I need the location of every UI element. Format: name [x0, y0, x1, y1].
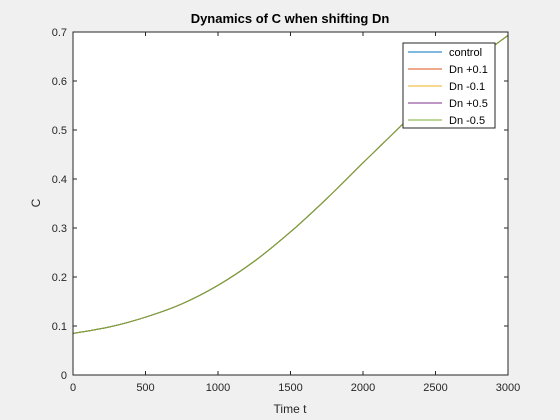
- legend-label: Dn +0.1: [449, 64, 488, 76]
- x-tick-label: 2000: [351, 382, 375, 394]
- x-axis-label: Time t: [274, 402, 308, 416]
- y-tick-label: 0.1: [52, 321, 67, 333]
- x-tick-label: 3000: [496, 382, 520, 394]
- x-tick-label: 500: [136, 382, 154, 394]
- y-tick-label: 0.2: [52, 272, 67, 284]
- y-tick-label: 0: [61, 370, 67, 382]
- y-tick-label: 0.3: [52, 223, 67, 235]
- y-tick-label: 0.6: [52, 76, 67, 88]
- x-tick-label: 1500: [278, 382, 302, 394]
- y-axis-label: C: [29, 198, 43, 207]
- chart-title: Dynamics of C when shifting Dn: [191, 11, 390, 26]
- y-tick-label: 0.4: [52, 174, 67, 186]
- ticks: 0 500 1000 1500 2000 2500 3000 0 0.1 0.2 0.3 0.4 0.5…: [52, 27, 521, 394]
- x-tick-label: 1000: [206, 382, 230, 394]
- x-tick-label: 2500: [423, 382, 447, 394]
- y-tick-label: 0.7: [52, 27, 67, 39]
- legend-label: Dn -0.1: [449, 81, 485, 93]
- y-tick-label: 0.5: [52, 125, 67, 137]
- legend-label: Dn -0.5: [449, 115, 485, 127]
- x-tick-label: 0: [70, 382, 76, 394]
- legend-label: Dn +0.5: [449, 98, 488, 110]
- legend-label: control: [449, 47, 482, 59]
- legend-items: control Dn +0.1 Dn -0.1 Dn +0.5 Dn -0.5: [408, 47, 488, 127]
- legend[interactable]: control Dn +0.1 Dn -0.1 Dn +0.5 Dn -0.5: [402, 42, 496, 129]
